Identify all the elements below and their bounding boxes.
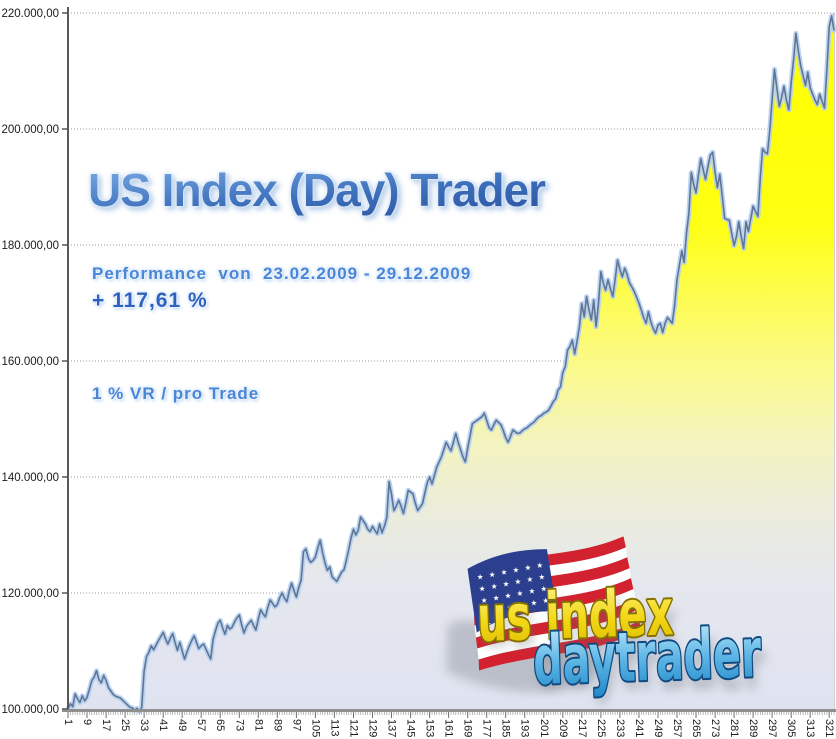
y-tick-label: 180.000,00 xyxy=(1,240,59,252)
x-axis-labels: 1 9 17 25 33 41 49 57 65 73 81 89 97 105 113 121 129 137 1… xyxy=(62,719,835,737)
x-tick-label: 273 xyxy=(709,719,721,737)
y-tick-label: 140.000,00 xyxy=(1,472,59,484)
x-tick-label: 281 xyxy=(728,719,740,737)
x-tick-label: 217 xyxy=(576,719,588,737)
x-tick-label: 113 xyxy=(328,719,340,737)
y-tick-label: 160.000,00 xyxy=(1,356,59,368)
x-axis-ticks xyxy=(67,712,835,718)
y-axis-labels: 100.000,00 120.000,00 140.000,00 160.000,00… xyxy=(1,8,68,716)
equity-line xyxy=(67,15,835,713)
x-tick-label: 9 xyxy=(81,719,93,725)
x-tick-label: 233 xyxy=(614,719,626,737)
x-tick-label: 41 xyxy=(157,719,169,731)
x-tick-label: 321 xyxy=(823,719,835,737)
x-tick-label: 137 xyxy=(386,719,398,737)
x-tick-label: 17 xyxy=(100,719,112,731)
x-tick-label: 65 xyxy=(214,719,226,731)
x-tick-label: 73 xyxy=(233,719,245,731)
x-tick-label: 57 xyxy=(195,719,207,731)
y-tick-label: 220.000,00 xyxy=(1,8,59,20)
x-tick-label: 145 xyxy=(405,719,417,737)
x-tick-label: 289 xyxy=(747,719,759,737)
y-tick-label: 100.000,00 xyxy=(1,704,59,716)
x-tick-label: 129 xyxy=(367,719,379,737)
x-tick-label: 305 xyxy=(785,719,797,737)
x-tick-label: 177 xyxy=(481,719,493,737)
x-tick-label: 97 xyxy=(290,719,302,731)
x-tick-label: 89 xyxy=(271,719,283,731)
x-tick-label: 257 xyxy=(671,719,683,737)
x-tick-label: 1 xyxy=(62,719,74,725)
x-tick-label: 249 xyxy=(652,719,664,737)
x-tick-label: 193 xyxy=(519,719,531,737)
x-tick-label: 297 xyxy=(766,719,778,737)
risk-note-label: 1 % VR / pro Trade xyxy=(92,384,260,403)
x-tick-label: 81 xyxy=(252,719,264,731)
performance-value: + 117,61 % xyxy=(92,289,208,312)
x-tick-label: 209 xyxy=(557,719,569,737)
x-tick-label: 225 xyxy=(595,719,607,737)
x-tick-label: 25 xyxy=(119,719,131,731)
x-tick-label: 121 xyxy=(348,719,360,737)
x-tick-label: 169 xyxy=(462,719,474,737)
x-tick-label: 241 xyxy=(633,719,645,737)
performance-period-label: Performance von 23.02.2009 - 29.12.2009 xyxy=(92,264,472,283)
chart-title: US Index (Day) Trader xyxy=(88,163,588,217)
y-tick-label: 200.000,00 xyxy=(1,124,59,136)
equity-area-fill xyxy=(68,15,834,712)
x-tick-label: 185 xyxy=(500,719,512,737)
x-tick-label: 33 xyxy=(138,719,150,731)
x-tick-label: 313 xyxy=(804,719,816,737)
x-tick-label: 105 xyxy=(309,719,321,737)
x-tick-label: 153 xyxy=(424,719,436,737)
y-tick-label: 120.000,00 xyxy=(1,588,59,600)
x-tick-label: 161 xyxy=(443,719,455,737)
x-tick-label: 49 xyxy=(176,719,188,731)
x-tick-label: 201 xyxy=(538,719,550,737)
x-tick-label: 265 xyxy=(690,719,702,737)
